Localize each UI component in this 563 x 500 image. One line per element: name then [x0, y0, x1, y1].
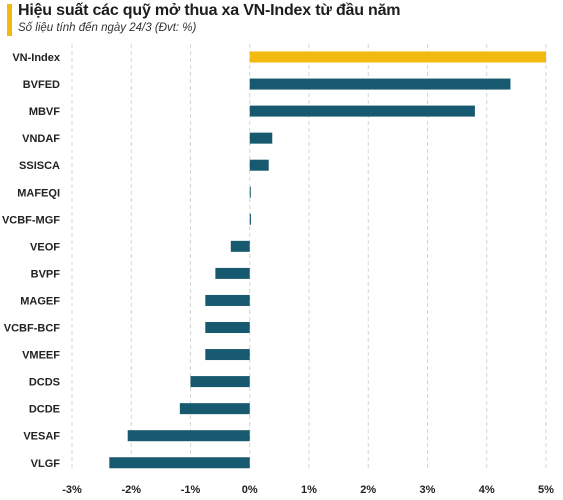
x-tick-label: 1% [301, 484, 317, 496]
x-tick-label: 2% [360, 484, 376, 496]
category-label: DCDE [29, 404, 60, 416]
bar-magef [205, 294, 250, 306]
x-tick-label: 5% [538, 484, 554, 496]
x-tick-label: -3% [62, 484, 82, 496]
x-tick-label: -2% [121, 484, 141, 496]
bar-dcde [179, 403, 250, 415]
x-tick-label: 3% [420, 484, 436, 496]
category-label: DCDS [29, 377, 60, 389]
bar-mafeqi [249, 186, 251, 198]
title-accent-bar [7, 4, 12, 36]
x-axis-ticks: -3% -2% -1% 0% 1% 2% 3% 4% 5% [62, 484, 554, 496]
category-label: VCBF-BCF [4, 323, 60, 335]
category-label: VN-Index [12, 52, 61, 64]
bar-dcds [190, 376, 250, 388]
category-label: VNDAF [22, 133, 60, 145]
x-tick-label: 0% [242, 484, 258, 496]
bar-vn-index [249, 51, 546, 63]
x-tick-label: -1% [181, 484, 201, 496]
category-label: MAFEQI [17, 187, 60, 199]
category-label: BVPF [31, 268, 61, 280]
chart-title: Hiệu suất các quỹ mở thua xa VN-Index từ… [18, 2, 401, 19]
category-labels: VN-Index BVFED MBVF VNDAF SSISCA MAFEQI VCBF-M… [2, 52, 61, 470]
bar-vlgf [109, 457, 250, 469]
category-label: VLGF [31, 458, 61, 470]
category-label: VESAF [23, 431, 60, 443]
category-label: VEOF [30, 241, 60, 253]
category-label: MBVF [29, 106, 60, 118]
bar-vmeef [205, 349, 250, 361]
bars [109, 51, 546, 469]
bar-ssisca [249, 159, 269, 171]
bar-vesaf [127, 430, 250, 442]
bar-bvpf [215, 267, 250, 279]
bar-bvfed [249, 78, 511, 90]
category-label: VCBF-MGF [2, 214, 60, 226]
bar-vcbf-mgf [249, 213, 251, 225]
bar-mbvf [249, 105, 475, 117]
bar-vndaf [249, 132, 273, 144]
bar-vcbf-bcf [205, 322, 250, 333]
category-label: VMEEF [22, 350, 60, 362]
category-label: SSISCA [19, 160, 60, 172]
category-label: MAGEF [20, 295, 60, 307]
bar-veof [230, 240, 250, 252]
x-tick-label: 4% [479, 484, 495, 496]
chart-subtitle: Số liệu tính đến ngày 24/3 (Đvt: %) [18, 22, 197, 34]
category-label: BVFED [23, 79, 60, 91]
